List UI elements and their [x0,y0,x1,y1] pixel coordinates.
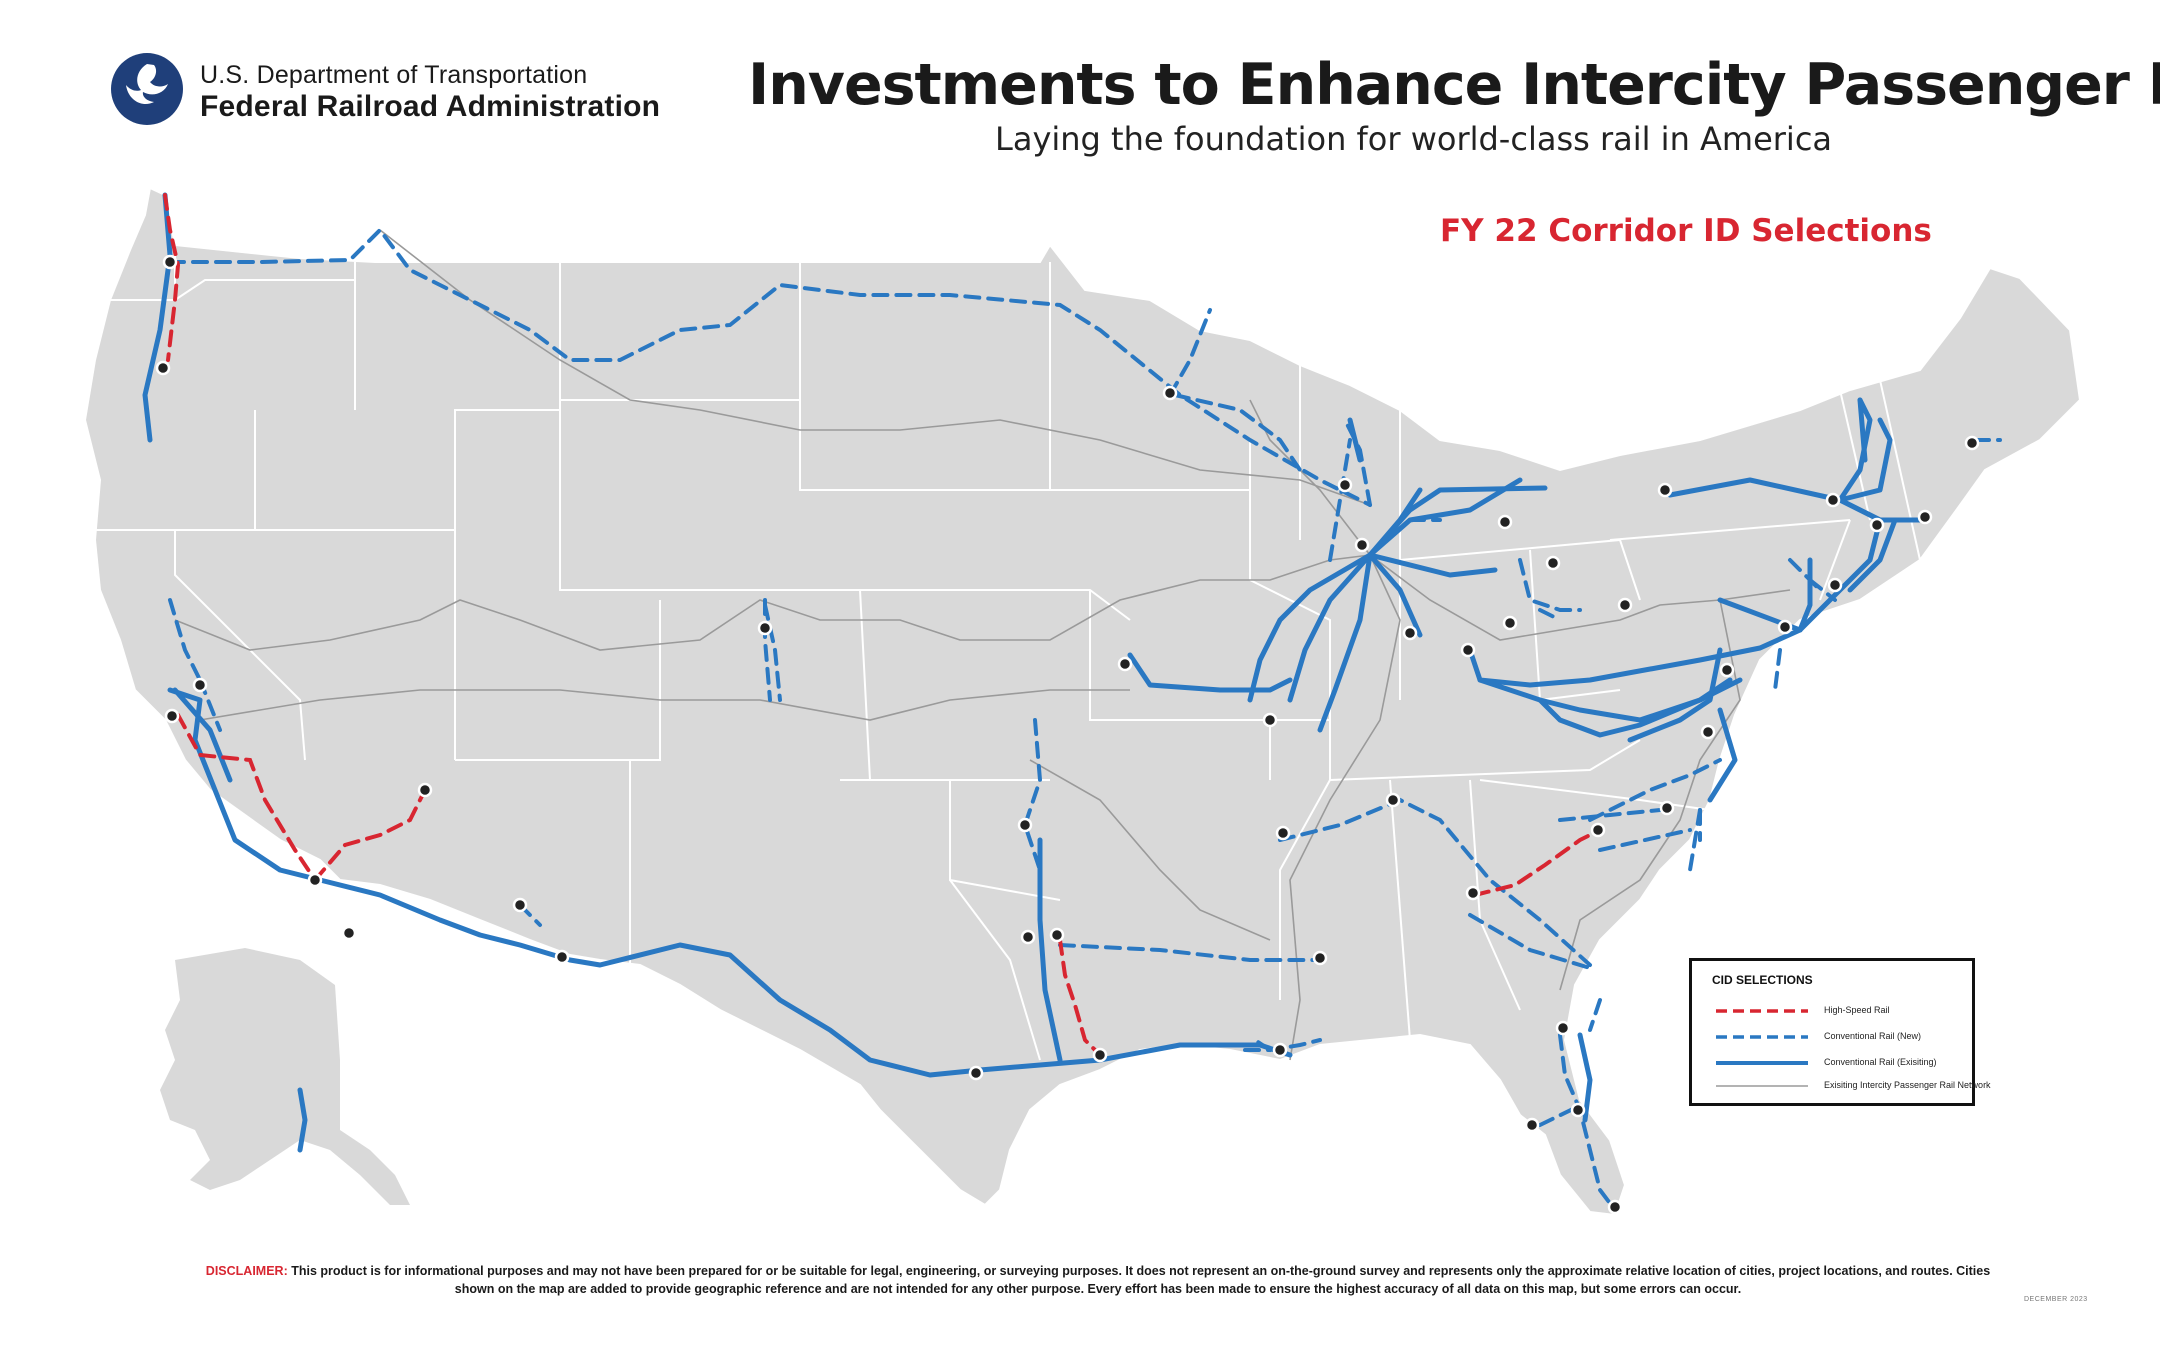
city-marker [1275,825,1291,841]
city-marker [1719,662,1735,678]
city-marker [1617,597,1633,613]
city-marker [512,897,528,913]
city-marker [417,782,433,798]
city-marker [1869,517,1885,533]
high-speed-routes [163,193,1602,1057]
city-marker [1337,477,1353,493]
city-marker [162,254,178,270]
agency-name: U.S. Department of Transportation Federa… [200,60,660,124]
city-marker [1570,1102,1586,1118]
city-marker [1049,927,1065,943]
city-marker [1272,1042,1288,1058]
city-marker [1092,1047,1108,1063]
legend-label: Exisiting Intercity Passenger Rail Netwo… [1824,1080,1991,1090]
legend-item-conventional-existing: Conventional Rail (Exisiting) [1712,1055,1962,1071]
page-title: Investments to Enhance Intercity Passeng… [748,52,2160,118]
existing-network [174,229,1791,1061]
city-marker [1017,817,1033,833]
city-marker [1312,950,1328,966]
city-marker [554,949,570,965]
city-marker [1385,792,1401,808]
dot-logo-icon [111,53,183,125]
city-marker [1607,1199,1623,1215]
city-marker [1964,435,1980,451]
city-marker [1460,642,1476,658]
city-marker [757,620,773,636]
city-marker [1262,712,1278,728]
city-marker [1465,885,1481,901]
city-marker [155,360,171,376]
city-marker [1402,625,1418,641]
city-marker [1590,822,1606,838]
legend-label: High-Speed Rail [1824,1005,1890,1015]
state-borders [95,245,1921,1061]
city-markers [155,254,1980,1215]
disclaimer: DISCLAIMER: This product is for informat… [188,1262,2008,1298]
city-marker [164,708,180,724]
city-marker [1657,482,1673,498]
city-marker [1162,385,1178,401]
city-marker [192,677,208,693]
legend-label: Conventional Rail (Exisiting) [1824,1057,1937,1067]
city-marker [1555,1020,1571,1036]
city-marker [1545,555,1561,571]
city-marker [1354,537,1370,553]
page-subtitle: Laying the foundation for world-class ra… [995,120,1833,158]
map-heading: FY 22 Corridor ID Selections [1440,213,1932,249]
legend-label: Conventional Rail (New) [1824,1031,1922,1041]
agency-line2: Federal Railroad Administration [200,90,661,123]
legend-item-existing-network: Exisiting Intercity Passenger Rail Netwo… [1712,1078,1991,1094]
city-marker [1700,724,1716,740]
city-marker [307,872,323,888]
map-legend: CID SELECTIONS High-Speed Rail Conventio… [1689,958,1991,1106]
city-marker [1020,929,1036,945]
alaska-land [160,948,410,1205]
city-marker [1117,656,1133,672]
city-marker [1827,577,1843,593]
city-marker [1659,800,1675,816]
city-marker [1497,514,1513,530]
city-marker [1825,492,1841,508]
legend-title: CID SELECTIONS [1712,973,1813,987]
legend-item-high-speed: High-Speed Rail [1712,1003,1962,1019]
city-marker [1502,615,1518,631]
city-marker [1917,509,1933,525]
agency-line1: U.S. Department of Transportation [200,61,588,89]
city-marker [341,925,357,941]
city-marker [968,1065,984,1081]
city-marker [1524,1117,1540,1133]
disclaimer-text: This product is for informational purpos… [291,1264,1991,1296]
city-marker [1777,619,1793,635]
legend-item-conventional-new: Conventional Rail (New) [1712,1029,1962,1045]
date-stamp: DECEMBER 2023 [2024,1296,2088,1303]
disclaimer-label: DISCLAIMER: [205,1264,288,1278]
